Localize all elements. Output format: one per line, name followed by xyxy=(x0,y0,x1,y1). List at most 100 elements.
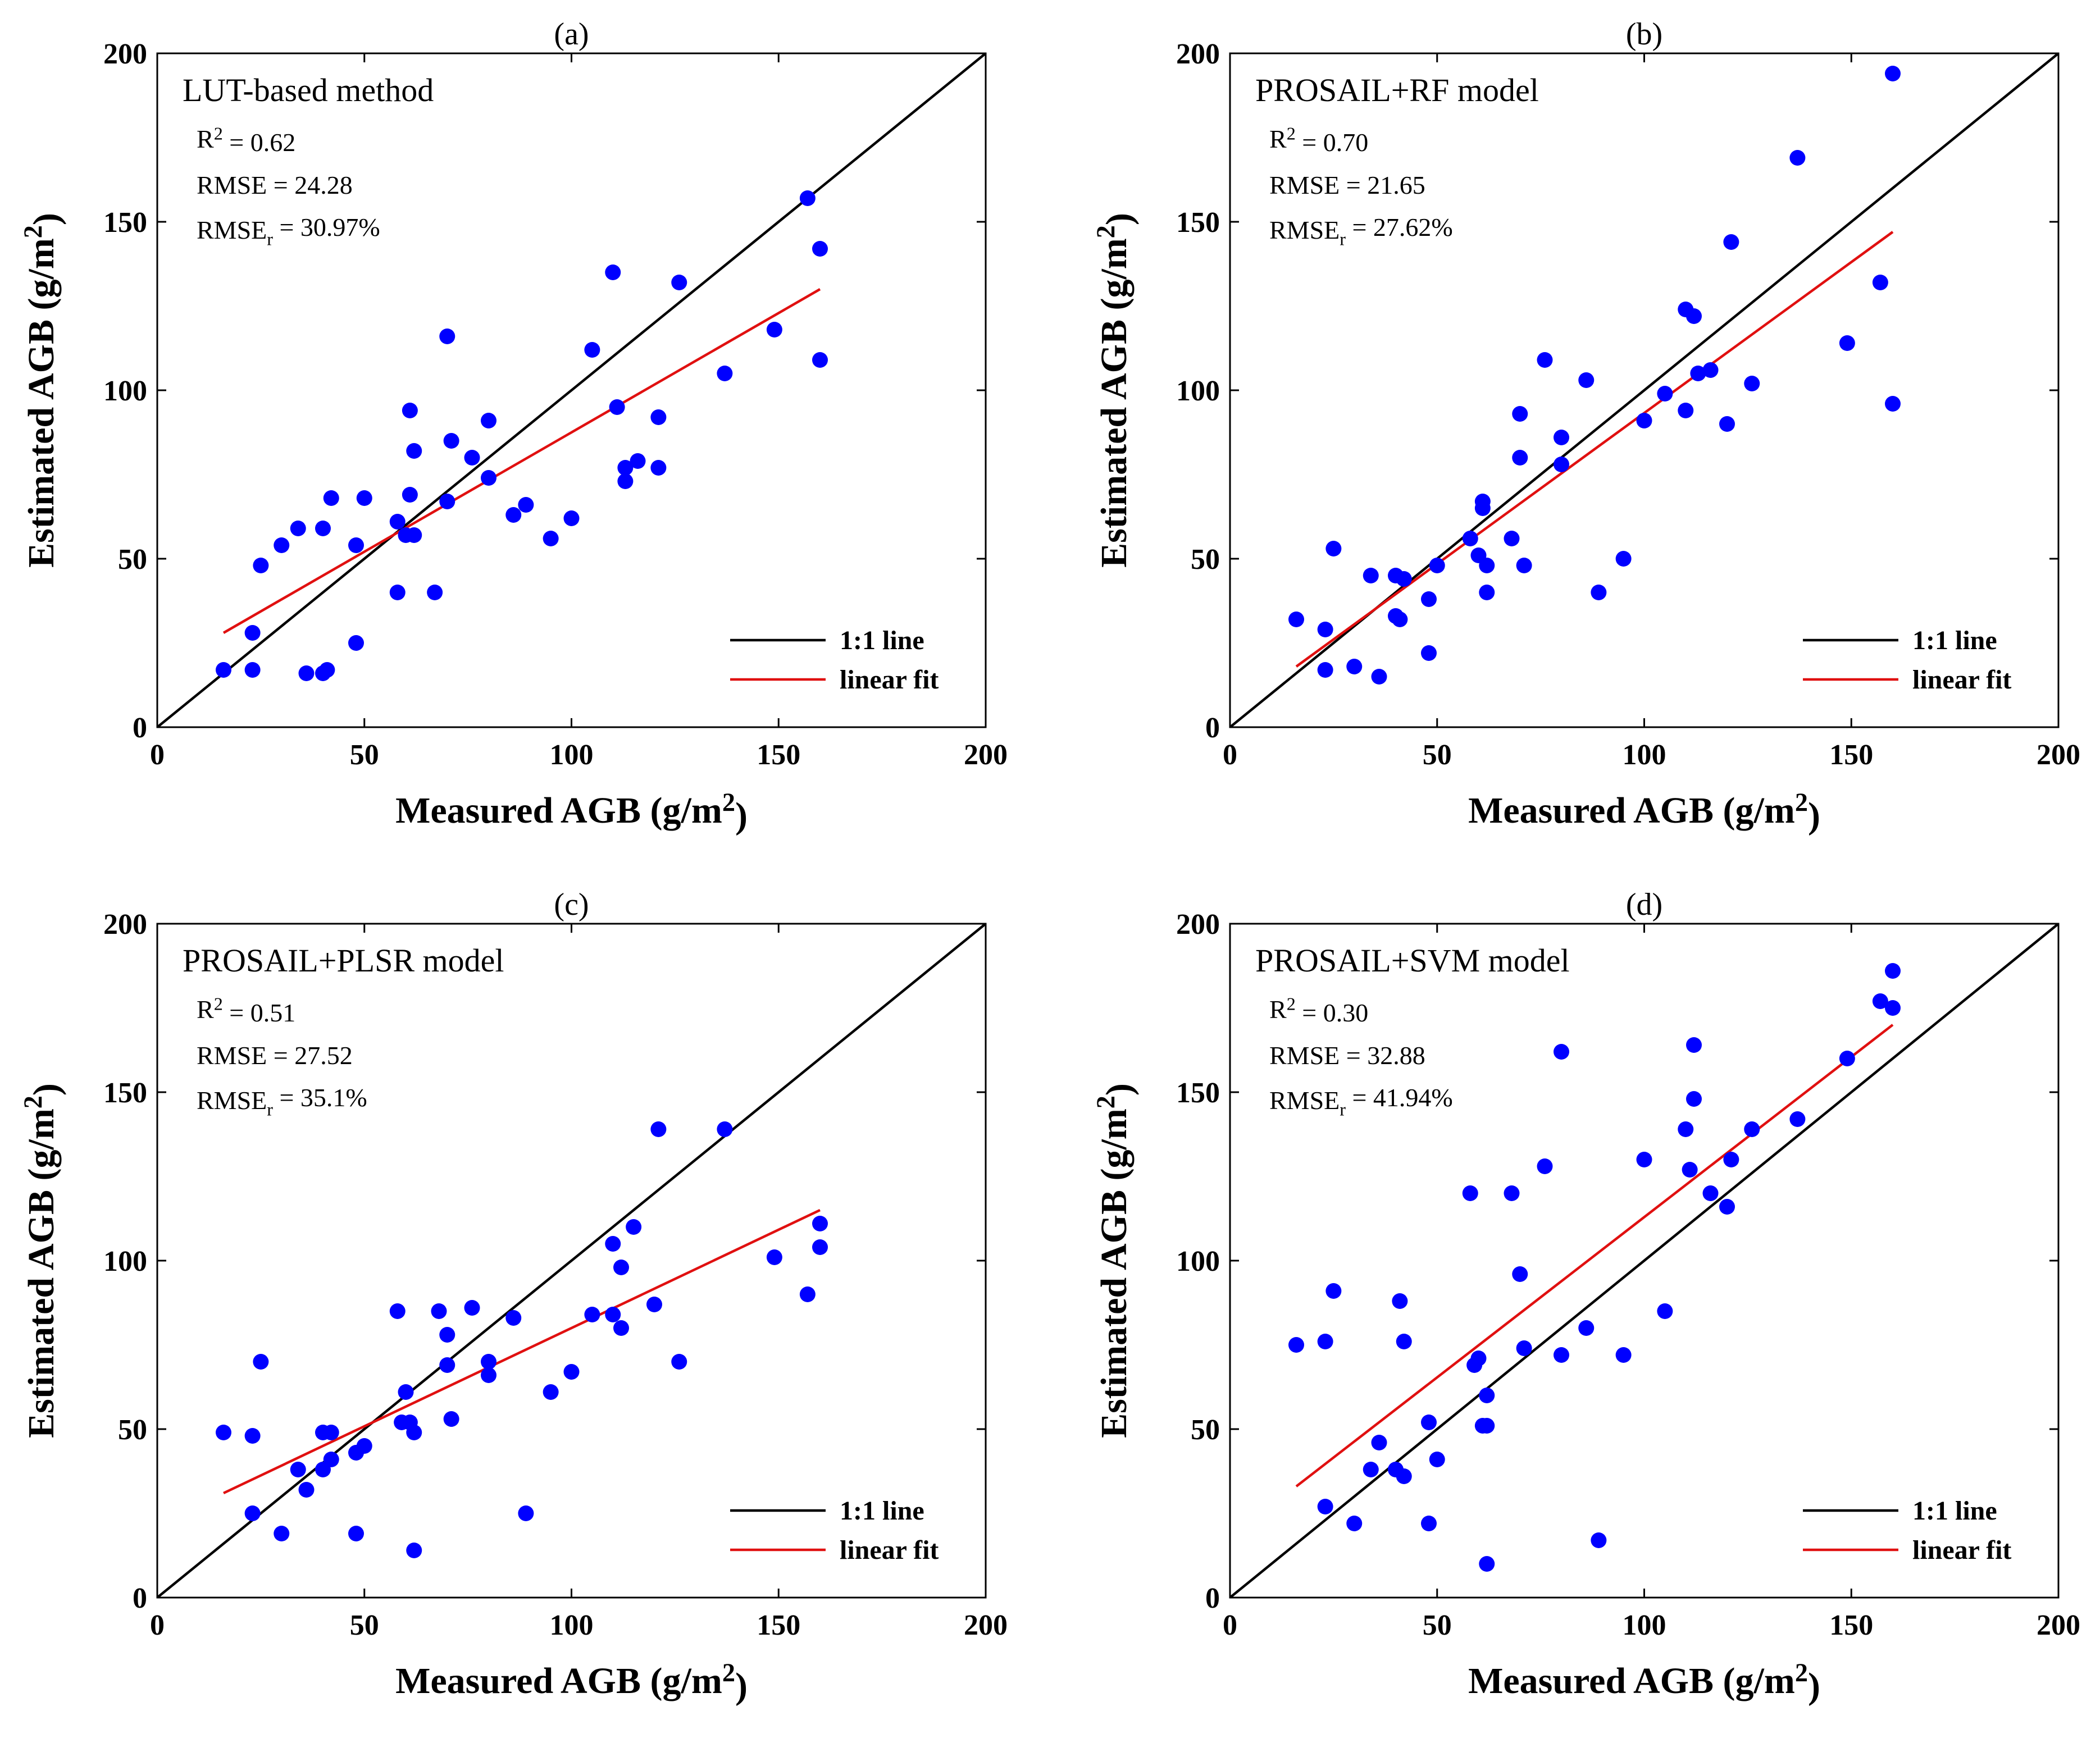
scatter-point xyxy=(671,275,687,290)
scatter-point xyxy=(1578,1320,1595,1336)
legend-identity-label: 1:1 line xyxy=(840,626,924,655)
scatter-point xyxy=(244,625,261,641)
y-tick-label: 150 xyxy=(103,207,147,239)
scatter-point xyxy=(244,1428,261,1444)
scatter-point xyxy=(1462,531,1478,546)
scatter-point xyxy=(481,470,496,486)
scatter-point xyxy=(1839,335,1855,351)
x-axis-label: Measured AGB (g/m2) xyxy=(1468,1658,1820,1707)
scatter-point xyxy=(543,1384,559,1400)
scatter-point xyxy=(1554,1347,1569,1363)
scatter-point xyxy=(1537,1158,1553,1174)
scatter-point xyxy=(274,537,290,553)
y-tick-label: 0 xyxy=(1205,1582,1220,1614)
scatter-point xyxy=(406,1425,422,1440)
scatter-point xyxy=(319,662,335,678)
scatter-point xyxy=(1396,1468,1412,1484)
stat-r2: R2 = 0.30 xyxy=(1269,994,1368,1028)
scatter-point xyxy=(1317,622,1333,637)
scatter-point xyxy=(1325,1283,1342,1299)
scatter-point xyxy=(1702,362,1719,378)
fit-line xyxy=(1295,1024,1894,1488)
scatter-point xyxy=(1363,568,1379,583)
legend-fit-label: linear fit xyxy=(840,1535,939,1565)
scatter-point xyxy=(1392,1293,1408,1309)
scatter-point xyxy=(799,1286,816,1302)
y-axis-label: Estimated AGB (g/m2) xyxy=(1091,1083,1140,1438)
scatter-point xyxy=(443,433,459,449)
scatter-point xyxy=(613,1320,629,1336)
scatter-point xyxy=(389,1303,406,1319)
stat-r2: R2 = 0.70 xyxy=(1269,124,1368,157)
scatter-point xyxy=(481,1367,496,1383)
scatter-point xyxy=(1615,551,1632,567)
scatter-point xyxy=(389,514,406,530)
scatter-point xyxy=(290,521,306,536)
scatter-point xyxy=(1504,1185,1520,1201)
y-tick-label: 0 xyxy=(1205,712,1220,744)
scatter-point xyxy=(406,527,422,543)
scatter-point xyxy=(1516,1340,1532,1356)
scatter-point xyxy=(244,1505,261,1521)
y-tick-label: 100 xyxy=(1176,1245,1220,1277)
scatter-point xyxy=(650,1121,667,1137)
scatter-point xyxy=(323,1452,339,1467)
x-tick-label: 100 xyxy=(550,1609,594,1641)
scatter-point xyxy=(315,521,331,536)
scatter-point xyxy=(1512,450,1528,466)
scatter-point xyxy=(1686,308,1702,324)
scatter-point xyxy=(1789,1111,1806,1127)
scatter-point xyxy=(1872,993,1888,1009)
scatter-point xyxy=(323,490,339,506)
identity-line xyxy=(1230,924,2058,1598)
scatter-point xyxy=(1421,1516,1437,1531)
scatter-point xyxy=(1504,531,1520,546)
scatter-point xyxy=(1462,1185,1478,1201)
x-tick-label: 0 xyxy=(150,739,165,771)
scatter-point xyxy=(1885,396,1901,412)
y-axis-label: Estimated AGB (g/m2) xyxy=(1091,213,1140,568)
scatter-point xyxy=(481,413,496,428)
scatter-point xyxy=(439,494,455,509)
scatter-point xyxy=(1429,1452,1445,1467)
scatter-point xyxy=(356,1438,372,1454)
scatter-point xyxy=(431,1303,447,1319)
y-tick-label: 50 xyxy=(118,1414,147,1446)
scatter-point xyxy=(439,1357,455,1373)
scatter-point xyxy=(584,1307,600,1322)
scatter-point xyxy=(1872,275,1888,290)
scatter-point xyxy=(406,443,422,459)
scatter-point xyxy=(1421,591,1437,607)
scatter-point xyxy=(646,1297,662,1312)
scatter-point xyxy=(464,1300,480,1316)
y-tick-label: 150 xyxy=(1176,207,1220,239)
scatter-point xyxy=(1789,150,1806,166)
legend-fit-label: linear fit xyxy=(840,665,939,695)
scatter-point xyxy=(402,403,418,418)
scatter-point xyxy=(613,1260,629,1275)
legend-identity-label: 1:1 line xyxy=(1912,626,1997,655)
scatter-point xyxy=(1719,1199,1735,1215)
scatter-point xyxy=(298,1482,315,1498)
scatter-point xyxy=(1537,352,1553,368)
scatter-point xyxy=(464,450,480,466)
scatter-point xyxy=(1636,413,1652,428)
x-tick-label: 200 xyxy=(2037,739,2080,771)
x-tick-label: 50 xyxy=(350,739,379,771)
scatter-point xyxy=(356,490,372,506)
scatter-point xyxy=(1885,1000,1901,1016)
scatter-point xyxy=(1615,1347,1632,1363)
scatter-point xyxy=(1512,406,1528,422)
scatter-point xyxy=(1479,1418,1495,1434)
scatter-point xyxy=(253,558,269,573)
stat-rmser: RMSEr = 35.1% xyxy=(197,1083,367,1119)
scatter-point xyxy=(812,352,828,368)
scatter-point xyxy=(617,460,634,476)
y-axis-label: Estimated AGB (g/m2) xyxy=(19,213,67,568)
scatter-point xyxy=(1744,376,1760,391)
scatter-point xyxy=(402,487,418,503)
scatter-point xyxy=(1479,585,1495,600)
x-axis-label: Measured AGB (g/m2) xyxy=(395,788,748,836)
y-tick-label: 150 xyxy=(1176,1077,1220,1109)
scatter-point xyxy=(1744,1121,1760,1137)
